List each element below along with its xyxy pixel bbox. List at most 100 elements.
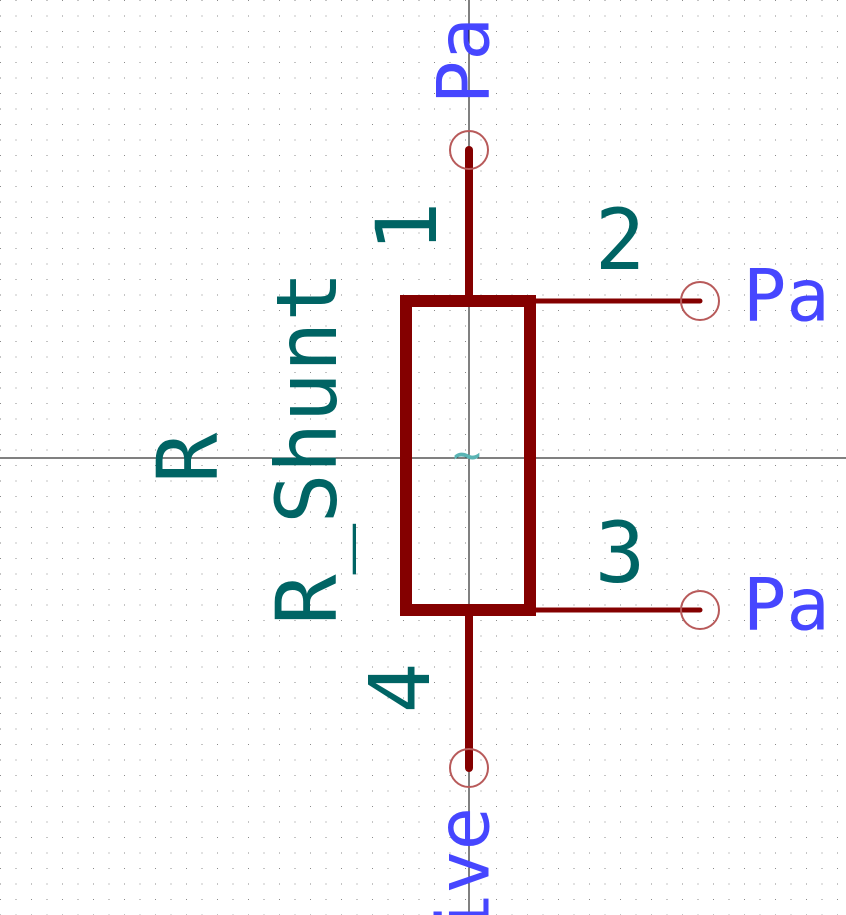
grid-dot xyxy=(62,77,63,79)
grid-dot xyxy=(294,573,296,575)
grid-dot xyxy=(837,651,838,652)
grid-dot xyxy=(558,310,559,311)
grid-dot xyxy=(77,558,79,559)
grid-dot xyxy=(356,744,358,745)
grid-dot xyxy=(666,403,668,404)
grid-dot xyxy=(310,480,311,482)
grid-dot xyxy=(558,31,559,32)
grid-dot xyxy=(806,651,807,652)
grid-dot xyxy=(46,806,48,807)
grid-dot xyxy=(46,124,48,125)
grid-dot xyxy=(821,744,823,745)
grid-dot xyxy=(604,201,606,203)
grid-dot xyxy=(651,821,652,823)
grid-dot xyxy=(821,372,823,373)
grid-dot xyxy=(790,248,792,249)
pin-4[interactable]: 4 ive xyxy=(351,606,506,915)
grid-dot xyxy=(759,899,761,900)
grid-dot xyxy=(15,124,17,125)
grid-dot xyxy=(201,728,203,730)
grid-dot xyxy=(697,418,699,420)
grid-dot xyxy=(542,651,544,652)
grid-dot xyxy=(294,821,296,823)
grid-dot xyxy=(496,155,497,156)
grid-dot xyxy=(682,868,683,869)
grid-dot xyxy=(496,186,497,187)
grid-dot xyxy=(806,155,807,156)
grid-dot xyxy=(728,248,730,249)
grid-dot xyxy=(697,837,699,838)
grid-dot xyxy=(682,651,683,652)
grid-dot xyxy=(108,356,110,358)
grid-dot xyxy=(62,155,63,156)
pin-4-endpoint[interactable] xyxy=(449,748,489,788)
grid-dot xyxy=(372,217,373,218)
grid-dot xyxy=(372,883,373,885)
grid-dot xyxy=(542,341,544,342)
grid-dot xyxy=(604,713,606,714)
grid-dot xyxy=(387,480,389,482)
grid-dot xyxy=(232,666,234,668)
grid-dot xyxy=(341,542,342,544)
grid-dot xyxy=(356,852,358,854)
pin-1-endpoint[interactable] xyxy=(449,130,489,170)
grid-dot xyxy=(15,46,17,48)
grid-dot xyxy=(496,372,497,373)
grid-dot xyxy=(651,728,652,730)
grid-dot xyxy=(31,294,32,296)
pin-3[interactable]: 3 Pa xyxy=(527,504,830,647)
grid-dot xyxy=(294,651,296,652)
grid-dot xyxy=(294,465,296,466)
grid-dot xyxy=(93,93,94,94)
grid-dot xyxy=(620,589,621,590)
grid-dot xyxy=(139,217,141,218)
grid-dot xyxy=(93,480,94,482)
grid-dot xyxy=(124,527,125,528)
grid-dot xyxy=(806,868,807,869)
grid-dot xyxy=(744,248,745,249)
grid-dot xyxy=(170,217,172,218)
grid-dot xyxy=(620,558,621,559)
grid-dot xyxy=(263,124,265,125)
grid-dot xyxy=(434,697,435,699)
grid-dot xyxy=(403,883,404,885)
pin-1[interactable]: 1 Pa xyxy=(358,17,506,305)
grid-dot xyxy=(542,294,544,296)
grid-dot xyxy=(310,403,311,404)
grid-dot xyxy=(15,558,17,559)
pin-3-endpoint[interactable] xyxy=(680,590,720,630)
grid-dot xyxy=(790,542,792,544)
grid-dot xyxy=(248,573,249,575)
grid-dot xyxy=(263,449,265,451)
grid-dot xyxy=(248,15,249,17)
grid-dot xyxy=(511,15,513,17)
grid-dot xyxy=(713,635,714,637)
grid-dot xyxy=(62,341,63,342)
grid-dot xyxy=(0,263,1,265)
grid-dot xyxy=(62,821,63,823)
grid-dot xyxy=(31,217,32,218)
grid-dot xyxy=(108,558,110,559)
grid-dot xyxy=(31,899,32,900)
grid-dot xyxy=(232,77,234,79)
grid-dot xyxy=(46,790,48,792)
grid-dot xyxy=(480,449,482,451)
grid-dot xyxy=(0,124,1,125)
resistor-body[interactable] xyxy=(400,295,536,616)
grid-dot xyxy=(434,713,435,714)
pin-2-endpoint[interactable] xyxy=(680,281,720,321)
grid-dot xyxy=(713,604,714,606)
grid-dot xyxy=(573,697,575,699)
grid-dot xyxy=(155,635,156,637)
grid-dot xyxy=(821,387,823,389)
pin-2[interactable]: 2 Pa xyxy=(527,191,830,338)
grid-dot xyxy=(15,837,17,838)
grid-dot xyxy=(589,294,590,296)
grid-dot xyxy=(310,604,311,606)
grid-dot xyxy=(279,666,280,668)
grid-dot xyxy=(418,713,420,714)
grid-dot xyxy=(325,310,327,311)
grid-dot xyxy=(232,806,234,807)
grid-dot xyxy=(682,372,683,373)
